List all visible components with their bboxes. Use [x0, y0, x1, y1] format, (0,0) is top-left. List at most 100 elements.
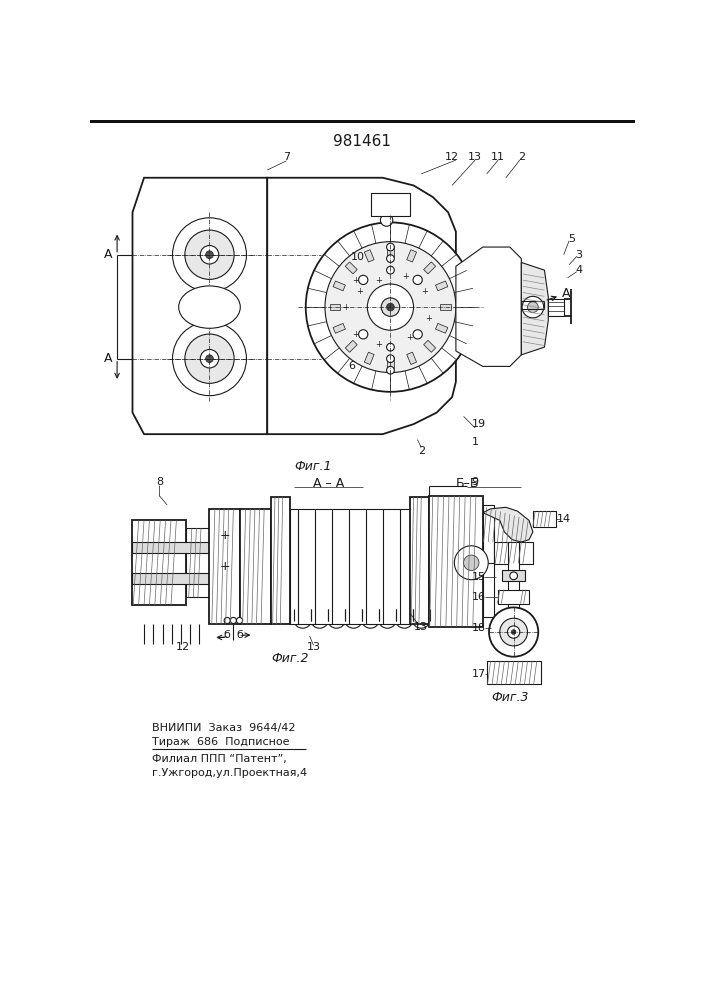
Text: +: +: [375, 340, 382, 349]
Polygon shape: [364, 352, 374, 364]
Circle shape: [230, 617, 236, 624]
Circle shape: [387, 303, 395, 311]
Text: +: +: [342, 303, 349, 312]
Circle shape: [455, 546, 489, 580]
Polygon shape: [423, 340, 436, 352]
Text: 4: 4: [575, 265, 583, 275]
Polygon shape: [423, 262, 436, 274]
Text: 5: 5: [568, 234, 575, 244]
Bar: [533, 511, 556, 527]
Circle shape: [381, 298, 399, 316]
Text: 19: 19: [472, 419, 486, 429]
Text: Филиал ППП “Патент”,: Филиал ППП “Патент”,: [152, 754, 286, 764]
Circle shape: [387, 243, 395, 251]
Text: 12: 12: [445, 152, 459, 162]
Polygon shape: [364, 250, 374, 262]
Circle shape: [387, 366, 395, 374]
Polygon shape: [456, 247, 521, 366]
Text: 14: 14: [556, 514, 571, 524]
Circle shape: [387, 355, 395, 363]
Circle shape: [206, 251, 214, 259]
Text: 7: 7: [283, 152, 290, 162]
Circle shape: [508, 626, 520, 638]
Circle shape: [413, 330, 422, 339]
Bar: [90, 120, 635, 123]
Circle shape: [387, 255, 395, 262]
Text: 18: 18: [472, 623, 486, 633]
Ellipse shape: [179, 286, 240, 328]
Bar: [486, 661, 541, 684]
Text: +: +: [356, 287, 363, 296]
Text: 13: 13: [468, 152, 482, 162]
Bar: [291, 509, 409, 624]
Bar: [498, 590, 529, 604]
Polygon shape: [521, 262, 549, 355]
Bar: [240, 509, 271, 624]
Polygon shape: [483, 507, 533, 542]
Circle shape: [527, 302, 538, 312]
Polygon shape: [436, 323, 448, 333]
Circle shape: [368, 284, 414, 330]
Circle shape: [200, 349, 218, 368]
Circle shape: [510, 572, 518, 580]
Polygon shape: [407, 352, 416, 364]
Text: 10: 10: [351, 252, 365, 262]
Circle shape: [173, 218, 247, 292]
Polygon shape: [345, 262, 357, 274]
Circle shape: [380, 214, 393, 226]
Text: +: +: [375, 276, 382, 285]
Circle shape: [500, 618, 527, 646]
Bar: [187, 528, 209, 597]
Polygon shape: [440, 304, 451, 310]
Text: 8: 8: [156, 477, 163, 487]
Text: 17: 17: [472, 669, 486, 679]
Circle shape: [185, 334, 234, 383]
Polygon shape: [436, 281, 448, 291]
Polygon shape: [329, 304, 340, 310]
Text: 2: 2: [418, 446, 425, 456]
Text: 15: 15: [472, 572, 486, 582]
Polygon shape: [407, 250, 416, 262]
Text: +: +: [402, 272, 409, 281]
Text: 16: 16: [472, 592, 486, 602]
Bar: [271, 497, 291, 624]
Text: 6: 6: [349, 361, 356, 371]
Circle shape: [200, 246, 218, 264]
Text: А – А: А – А: [313, 477, 344, 490]
Polygon shape: [333, 323, 346, 333]
Circle shape: [387, 266, 395, 274]
Polygon shape: [387, 246, 394, 257]
Text: б: б: [237, 630, 244, 640]
Bar: [508, 542, 519, 611]
Bar: [209, 509, 240, 624]
Bar: [409, 497, 429, 624]
Polygon shape: [267, 178, 456, 434]
Text: +: +: [352, 330, 359, 339]
Text: 2: 2: [518, 152, 525, 162]
Text: ВНИИПИ  Заказ  9644/42: ВНИИПИ Заказ 9644/42: [152, 723, 296, 733]
Text: +: +: [426, 314, 433, 323]
Text: Фиг.2: Фиг.2: [271, 652, 309, 666]
Text: А: А: [104, 248, 112, 261]
Text: 13: 13: [306, 642, 320, 652]
Text: +: +: [220, 529, 230, 542]
Text: г.Ужгород,ул.Проектная,4: г.Ужгород,ул.Проектная,4: [152, 768, 307, 778]
Circle shape: [464, 555, 479, 570]
Text: А: А: [104, 352, 112, 365]
Circle shape: [358, 330, 368, 339]
Bar: [483, 505, 494, 617]
Text: Фиг.1: Фиг.1: [295, 460, 332, 473]
Bar: [429, 496, 483, 627]
Text: 11: 11: [491, 152, 506, 162]
Text: 1: 1: [472, 437, 479, 447]
Text: 981461: 981461: [333, 134, 391, 149]
Circle shape: [224, 617, 230, 624]
Circle shape: [511, 630, 516, 634]
Bar: [549, 299, 563, 316]
Text: 9: 9: [472, 477, 479, 487]
Circle shape: [173, 322, 247, 396]
Text: +: +: [421, 287, 428, 296]
Polygon shape: [333, 281, 346, 291]
Circle shape: [236, 617, 243, 624]
Text: Фиг.3: Фиг.3: [491, 691, 529, 704]
